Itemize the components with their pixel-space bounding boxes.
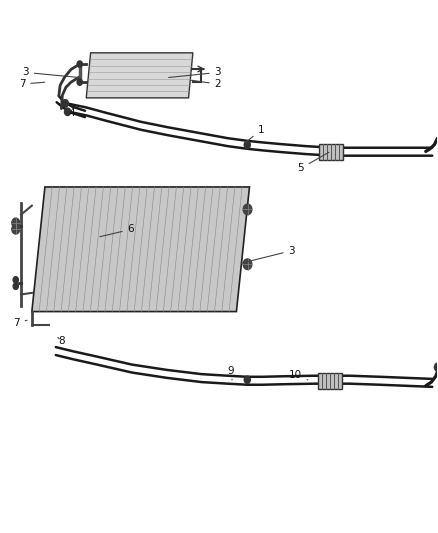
Circle shape xyxy=(243,204,252,215)
Bar xyxy=(318,373,342,389)
Text: 7: 7 xyxy=(13,318,27,328)
Text: 10: 10 xyxy=(289,370,308,380)
Bar xyxy=(319,144,343,160)
Circle shape xyxy=(64,108,71,116)
Text: 9: 9 xyxy=(228,367,234,380)
Text: 6: 6 xyxy=(100,224,134,237)
Text: 7: 7 xyxy=(19,79,45,89)
Circle shape xyxy=(13,277,18,283)
Circle shape xyxy=(243,259,252,270)
Circle shape xyxy=(434,363,438,372)
Circle shape xyxy=(12,218,20,228)
Text: 3: 3 xyxy=(241,246,295,263)
Circle shape xyxy=(77,61,82,67)
Circle shape xyxy=(13,283,18,289)
Polygon shape xyxy=(32,187,250,312)
Text: 5: 5 xyxy=(297,152,329,173)
Text: 8: 8 xyxy=(58,336,64,346)
Circle shape xyxy=(244,376,251,383)
Text: 4: 4 xyxy=(66,108,75,118)
Polygon shape xyxy=(86,53,193,98)
Circle shape xyxy=(77,79,82,85)
Text: 3: 3 xyxy=(22,68,79,77)
Circle shape xyxy=(244,141,251,149)
Text: 1: 1 xyxy=(245,125,265,143)
Circle shape xyxy=(62,100,68,107)
Text: 3: 3 xyxy=(169,68,221,77)
Text: 2: 2 xyxy=(191,79,221,89)
Circle shape xyxy=(12,224,20,234)
